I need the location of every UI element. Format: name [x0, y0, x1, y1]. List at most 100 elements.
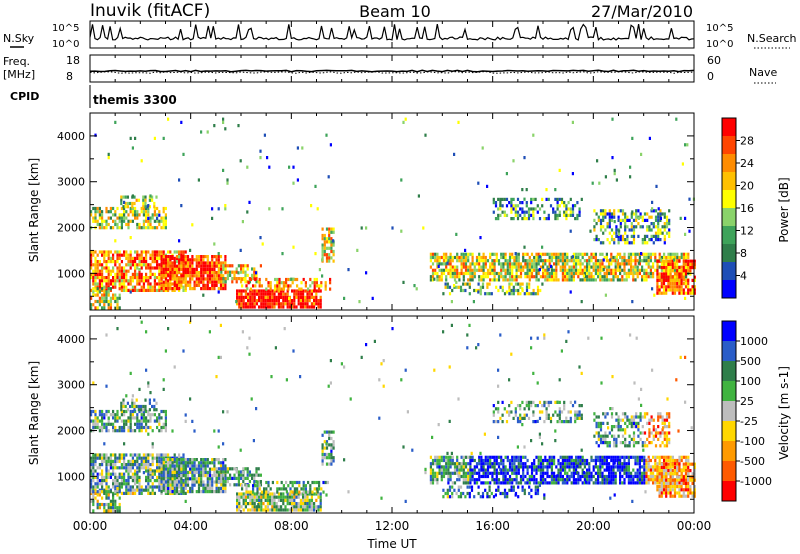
heatmap-cell — [530, 465, 534, 469]
heatmap-cell — [282, 305, 285, 309]
heatmap-cell — [142, 288, 145, 292]
heatmap-cell — [610, 474, 613, 479]
heatmap-cell — [669, 252, 672, 256]
heatmap-cell — [462, 288, 465, 293]
heatmap-cell — [291, 299, 294, 303]
heatmap-cell — [614, 465, 617, 469]
heatmap-cell — [125, 488, 128, 492]
heatmap-cell — [321, 227, 324, 231]
heatmap-cell — [319, 492, 322, 496]
heatmap-cell — [674, 252, 677, 256]
heatmap-cell — [180, 274, 183, 278]
heatmap-cell — [579, 265, 582, 269]
heatmap-cell — [193, 480, 196, 484]
heatmap-cell — [204, 458, 207, 462]
heatmap-cell — [447, 468, 450, 472]
heatmap-cell — [213, 274, 216, 278]
heatmap-cell — [162, 250, 165, 254]
heatmap-cell — [262, 292, 265, 296]
heatmap-cell — [599, 252, 602, 256]
heatmap-cell — [105, 266, 108, 270]
heatmap-cell — [550, 458, 553, 463]
heatmap-cell — [134, 276, 137, 280]
heatmap-cell — [402, 120, 405, 124]
heatmap-cell — [634, 471, 637, 475]
heatmap-cell — [213, 287, 216, 291]
heatmap-cell — [125, 263, 128, 267]
heatmap-cell — [586, 262, 589, 266]
heatmap-cell — [549, 264, 552, 268]
heatmap-cell — [191, 223, 194, 227]
heatmap-cell — [114, 482, 117, 486]
heatmap-cell — [505, 213, 509, 217]
heatmap-cell — [189, 464, 192, 468]
heatmap-cell — [309, 484, 312, 488]
heatmap-cell — [219, 474, 223, 478]
heatmap-cell — [543, 217, 546, 221]
heatmap-cell — [160, 267, 163, 271]
heatmap-cell — [328, 443, 331, 447]
heatmap-cell — [200, 470, 203, 474]
heatmap-cell — [189, 458, 192, 462]
heatmap-cell — [577, 478, 580, 482]
heatmap-cell — [627, 478, 630, 482]
heatmap-cell — [215, 483, 218, 487]
heatmap-cell — [186, 470, 190, 474]
heatmap-cell — [313, 505, 316, 509]
heatmap-cell — [445, 278, 448, 282]
heatmap-cell — [211, 458, 214, 462]
heatmap-cell — [112, 463, 115, 467]
heatmap-cell — [224, 483, 227, 487]
heatmap-cell — [175, 464, 179, 468]
heatmap-cell — [191, 464, 194, 468]
heatmap-cell — [131, 479, 134, 483]
heatmap-cell — [98, 296, 101, 300]
heatmap-cell — [464, 262, 468, 266]
heatmap-cell — [590, 265, 593, 269]
heatmap-cell — [566, 278, 569, 282]
heatmap-cell — [553, 471, 556, 475]
heatmap-cell — [682, 252, 685, 256]
heatmap-cell — [136, 272, 139, 276]
heatmap-cell — [98, 260, 101, 264]
heatmap-cell — [526, 262, 529, 266]
heatmap-cell — [147, 210, 150, 214]
heatmap-cell — [621, 275, 624, 279]
heatmap-cell — [255, 302, 258, 306]
heatmap-cell — [619, 265, 622, 269]
heatmap-cell — [592, 255, 595, 260]
heatmap-cell — [238, 289, 241, 293]
heatmap-cell — [315, 299, 318, 303]
heatmap-cell — [330, 430, 333, 434]
heatmap-cell — [492, 210, 495, 214]
heatmap-cell — [173, 490, 176, 494]
heatmap-cell — [588, 474, 591, 479]
heatmap-cell — [287, 284, 290, 288]
heatmap-cell — [667, 269, 670, 273]
heatmap-cell — [101, 456, 104, 460]
heatmap-cell — [213, 474, 216, 478]
heatmap-cell — [189, 267, 192, 271]
heatmap-cell — [288, 296, 291, 300]
heatmap-cell — [186, 490, 190, 494]
heatmap-cell — [445, 268, 448, 272]
heatmap-cell — [105, 479, 108, 483]
heatmap-cell — [597, 259, 600, 263]
heatmap-cell — [299, 289, 302, 293]
heatmap-cell — [617, 241, 620, 245]
heatmap-cell — [581, 471, 584, 475]
heatmap-cell — [671, 285, 674, 289]
heatmap-cell — [136, 416, 139, 420]
heatmap-cell — [224, 127, 227, 131]
heatmap-cell — [286, 289, 289, 293]
heatmap-cell — [217, 271, 220, 275]
heatmap-cell — [304, 284, 307, 288]
heatmap-cell — [107, 290, 110, 294]
heatmap-cell — [103, 456, 106, 460]
heatmap-cell — [120, 226, 123, 230]
heatmap-cell — [140, 466, 143, 470]
heatmap-cell — [189, 271, 192, 275]
heatmap-cell — [685, 255, 688, 260]
heatmap-cell — [528, 265, 531, 269]
heatmap-cell — [478, 275, 481, 279]
